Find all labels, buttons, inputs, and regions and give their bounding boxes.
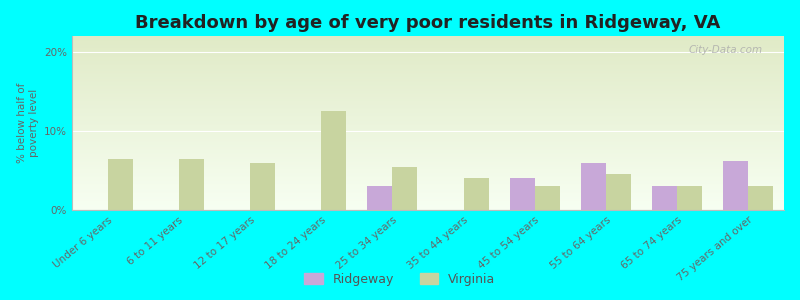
Bar bbox=[107, 159, 133, 210]
Bar bbox=[510, 178, 534, 210]
Bar bbox=[749, 186, 774, 210]
Title: Breakdown by age of very poor residents in Ridgeway, VA: Breakdown by age of very poor residents … bbox=[135, 14, 721, 32]
Bar bbox=[392, 167, 418, 210]
Bar bbox=[367, 186, 392, 210]
Y-axis label: % below half of
poverty level: % below half of poverty level bbox=[17, 83, 38, 163]
Bar bbox=[535, 186, 560, 210]
Legend: Ridgeway, Virginia: Ridgeway, Virginia bbox=[299, 268, 501, 291]
Bar bbox=[677, 186, 702, 210]
Bar bbox=[464, 178, 489, 210]
Bar bbox=[179, 159, 204, 210]
Bar bbox=[581, 163, 606, 210]
Bar bbox=[250, 163, 275, 210]
Bar bbox=[652, 186, 677, 210]
Text: City-Data.com: City-Data.com bbox=[689, 45, 762, 55]
Bar bbox=[606, 174, 631, 210]
Bar bbox=[723, 161, 748, 210]
Bar bbox=[322, 111, 346, 210]
